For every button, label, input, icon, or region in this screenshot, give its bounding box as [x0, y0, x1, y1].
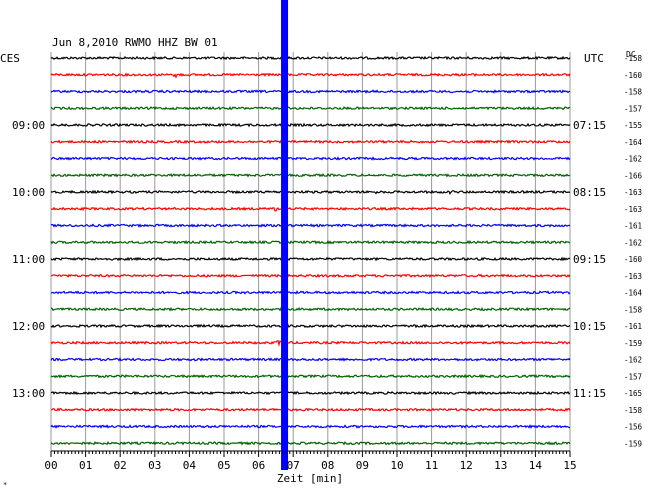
trace-2 [50, 89, 571, 94]
x-tick-label: 00 [44, 459, 57, 472]
right-time-label: 08:15 [573, 186, 606, 199]
trace-5 [50, 139, 571, 145]
x-tick-label: 09 [356, 459, 369, 472]
left-time-label: 11:00 [12, 253, 45, 266]
dc-offset-label: -158 [624, 54, 643, 63]
dc-offset-label: -163 [624, 188, 642, 197]
dc-offset-label: -165 [624, 389, 642, 398]
x-tick-label: 05 [217, 459, 230, 472]
x-tick-label: 10 [390, 459, 403, 472]
dc-offset-label: -163 [624, 205, 642, 214]
dc-offset-label: -158 [624, 406, 643, 415]
left-time-label: 13:00 [12, 387, 45, 400]
dc-offset-label: -160 [624, 255, 643, 264]
dc-offset-label: -156 [624, 423, 643, 432]
right-time-label: 10:15 [573, 320, 606, 333]
trace-20 [50, 390, 571, 396]
x-tick-label: 14 [529, 459, 543, 472]
dc-offset-label: -159 [624, 339, 642, 348]
x-tick-label: 12 [460, 459, 473, 472]
dc-offset-label: -158 [624, 88, 643, 97]
trace-13 [50, 273, 571, 279]
x-tick-label: 07 [287, 459, 300, 472]
trace-22 [50, 424, 571, 429]
dc-offset-label: -159 [624, 439, 642, 448]
x-tick-label: 11 [425, 459, 438, 472]
dc-offset-label: -157 [624, 372, 642, 381]
trace-18 [50, 357, 571, 362]
trace-10 [50, 223, 571, 228]
left-timezone-label: CES [0, 52, 20, 65]
dc-label: DC [626, 50, 636, 59]
dc-offset-label: -161 [624, 222, 642, 231]
trace-4 [50, 122, 571, 128]
left-time-label: 09:00 [12, 119, 45, 132]
dc-offset-label: -164 [624, 289, 643, 298]
dc-offset-label: -157 [624, 104, 642, 113]
x-tick-label: 15 [563, 459, 576, 472]
trace-19 [50, 373, 571, 379]
dc-offset-label: -162 [624, 155, 642, 164]
chart-title: Jun 8,2010 RWMO HHZ BW 01 [52, 36, 218, 49]
trace-0 [50, 55, 571, 61]
x-tick-label: 06 [252, 459, 265, 472]
trace-15 [50, 306, 571, 312]
left-time-label: 10:00 [12, 186, 45, 199]
right-time-label: 11:15 [573, 387, 606, 400]
trace-17 [50, 339, 571, 347]
x-tick-label: 08 [321, 459, 334, 472]
right-time-label: 07:15 [573, 119, 606, 132]
x-tick-label: 04 [183, 459, 197, 472]
event-band [281, 0, 289, 470]
dc-offset-label: -162 [624, 238, 642, 247]
seismic-traces [50, 55, 571, 446]
x-tick-label: 02 [114, 459, 127, 472]
corner-mark: * [3, 481, 7, 489]
trace-16 [50, 323, 571, 329]
trace-14 [50, 290, 571, 295]
right-timezone-label: UTC [584, 52, 604, 65]
left-time-label: 12:00 [12, 320, 45, 333]
dc-offset-label: -158 [624, 305, 643, 314]
trace-11 [50, 239, 571, 245]
trace-3 [50, 105, 571, 111]
right-time-label: 09:15 [573, 253, 606, 266]
dc-offset-label: -155 [624, 121, 642, 130]
dc-offset-label: -163 [624, 272, 642, 281]
dc-offset-label: -162 [624, 356, 642, 365]
dc-offset-label: -166 [624, 171, 643, 180]
labels: 09:00 10:00 11:00 12:00 13:00 07:15 08:15 09:15… [12, 54, 643, 448]
x-axis: 00 01 02 03 04 05 06 07 08 09 10 11 12 13 14 15 [44, 451, 577, 472]
trace-7 [50, 172, 571, 178]
trace-21 [50, 407, 571, 413]
trace-9 [50, 206, 571, 212]
trace-6 [50, 156, 571, 161]
dc-offset-label: -160 [624, 71, 643, 80]
x-tick-label: 03 [148, 459, 161, 472]
trace-23 [50, 441, 571, 446]
dc-offset-label: -164 [624, 138, 643, 147]
x-tick-label: 13 [494, 459, 507, 472]
grid-lines [50, 52, 571, 452]
x-axis-label: Zeit [min] [277, 472, 343, 485]
dc-offset-label: -161 [624, 322, 642, 331]
x-tick-label: 01 [79, 459, 92, 472]
trace-8 [50, 189, 571, 196]
trace-12 [50, 256, 571, 262]
trace-1 [50, 72, 571, 79]
